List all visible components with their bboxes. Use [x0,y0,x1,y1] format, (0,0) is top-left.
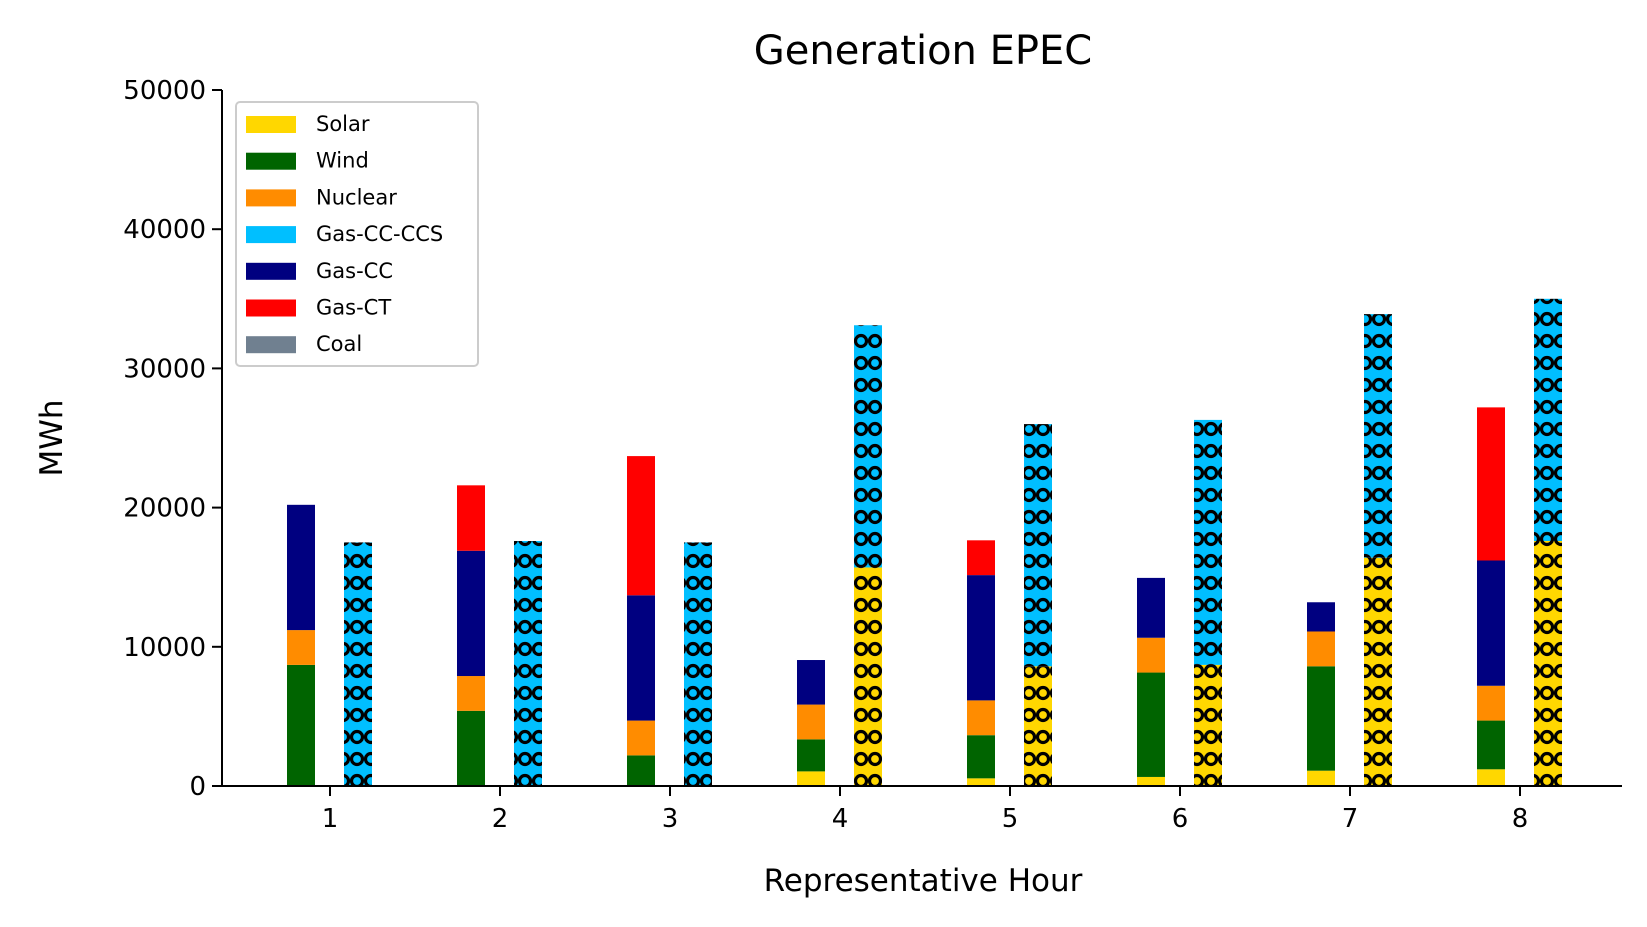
bar-segment [1477,720,1505,770]
bar-segment [797,660,825,705]
hatched-bar-segment [344,542,372,786]
y-tick-label: 40000 [123,215,206,245]
hatched-bar-segment [1364,557,1392,786]
bar-segment [287,664,315,786]
y-tick-label: 50000 [123,76,206,106]
bar-segment [627,720,655,756]
bar-segment [457,710,485,786]
bar-segment [627,456,655,596]
hatched-bars [344,298,1562,786]
hatched-bar-segment [1194,664,1222,786]
bar-segment [1477,685,1505,721]
hatched-bar-segment [854,567,882,786]
y-tick-label: 10000 [123,633,206,663]
bar-segment [967,700,995,736]
bar-segment [1477,407,1505,561]
x-tick-label: 6 [1172,804,1189,834]
x-axis-label: Representative Hour [764,863,1083,899]
legend-swatch [246,152,296,170]
hatched-bar-segment [1534,541,1562,786]
legend-swatch [246,189,296,207]
x-tick-label: 5 [1002,804,1019,834]
bar-segment [1307,770,1335,786]
chart-title: Generation EPEC [754,28,1092,74]
bar-segment [967,540,995,576]
y-tick-label: 30000 [123,354,206,384]
x-tick-label: 8 [1512,804,1529,834]
x-tick-label: 7 [1342,804,1359,834]
bar-segment [797,771,825,786]
bar-segment [967,575,995,701]
hatched-bar-segment [1024,666,1052,786]
legend-swatch [246,262,296,280]
bar-segment [287,630,315,665]
hatched-bar-segment [854,325,882,568]
legend-swatch [246,116,296,133]
bars [287,407,1505,786]
bar-segment [797,704,825,740]
bar-segment [1137,776,1165,786]
hatched-bar-segment [1534,298,1562,542]
bar-segment [1477,769,1505,786]
bar-segment [627,595,655,721]
y-axis-label: MWh [34,399,70,476]
bar-segment [967,735,995,779]
x-ticks: 1 2 3 4 5 6 7 8 [322,786,1529,834]
legend-swatch [246,336,296,354]
hatched-bar-segment [514,541,542,786]
bar-segment [1137,637,1165,673]
hatched-bar-segment [1194,419,1222,665]
bar-segment [1137,577,1165,638]
bar-segment [457,485,485,551]
bar-segment [1307,666,1335,771]
hatched-bar-segment [684,542,712,786]
legend-label: Wind [316,149,369,173]
bar-segment [1307,602,1335,632]
legend-label: Nuclear [316,185,397,209]
legend: Solar Wind Nuclear Gas-CC-CCS Gas-CC Gas-CT Co… [235,101,479,367]
y-ticks: 0 10000 20000 30000 40000 50000 [123,76,222,802]
bar-segment [1137,672,1165,777]
bar-segment [967,778,995,786]
y-tick-label: 20000 [123,494,206,524]
bar-segment [1307,631,1335,667]
legend-label: Gas-CC [316,259,393,283]
bar-segment [797,739,825,772]
x-tick-label: 3 [662,804,679,834]
legend-label: Coal [316,332,362,356]
hatched-bar-segment [1024,424,1052,667]
x-tick-label: 1 [322,804,339,834]
x-tick-label: 4 [832,804,849,834]
legend-label: Gas-CT [316,296,391,320]
bar-segment [1477,560,1505,686]
bar-segment [457,550,485,677]
legend-frame [235,101,479,367]
y-tick-label: 0 [189,772,206,802]
legend-label: Solar [316,112,370,136]
legend-swatch [246,226,296,244]
bar-segment [457,676,485,711]
hatched-bar-segment [1364,314,1392,558]
x-tick-label: 2 [492,804,509,834]
legend-label: Gas-CC-CCS [316,222,443,246]
legend-swatch [246,299,296,317]
bar-segment [627,755,655,786]
bar-segment [287,504,315,631]
